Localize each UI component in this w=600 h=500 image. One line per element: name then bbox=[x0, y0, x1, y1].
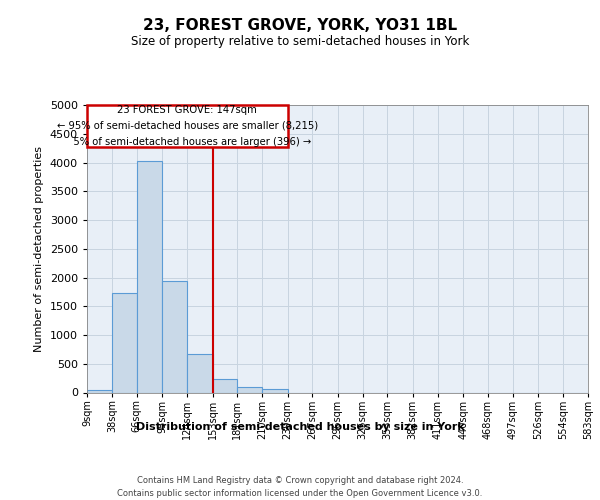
Bar bbox=[187, 354, 212, 393]
Bar bbox=[237, 388, 262, 392]
Bar bbox=[262, 389, 288, 392]
Bar bbox=[212, 378, 237, 392]
Bar bbox=[87, 390, 112, 392]
Text: 23, FOREST GROVE, YORK, YO31 1BL: 23, FOREST GROVE, YORK, YO31 1BL bbox=[143, 18, 457, 32]
Text: 23 FOREST GROVE: 147sqm
← 95% of semi-detached houses are smaller (8,215)
   5% : 23 FOREST GROVE: 147sqm ← 95% of semi-de… bbox=[57, 106, 318, 146]
Bar bbox=[112, 293, 137, 392]
Y-axis label: Number of semi-detached properties: Number of semi-detached properties bbox=[34, 146, 44, 352]
Text: Size of property relative to semi-detached houses in York: Size of property relative to semi-detach… bbox=[131, 35, 469, 48]
Text: Distribution of semi-detached houses by size in York: Distribution of semi-detached houses by … bbox=[136, 422, 464, 432]
Bar bbox=[137, 162, 162, 392]
Text: Contains HM Land Registry data © Crown copyright and database right 2024.
Contai: Contains HM Land Registry data © Crown c… bbox=[118, 476, 482, 498]
FancyBboxPatch shape bbox=[87, 105, 288, 147]
Bar bbox=[162, 281, 187, 392]
